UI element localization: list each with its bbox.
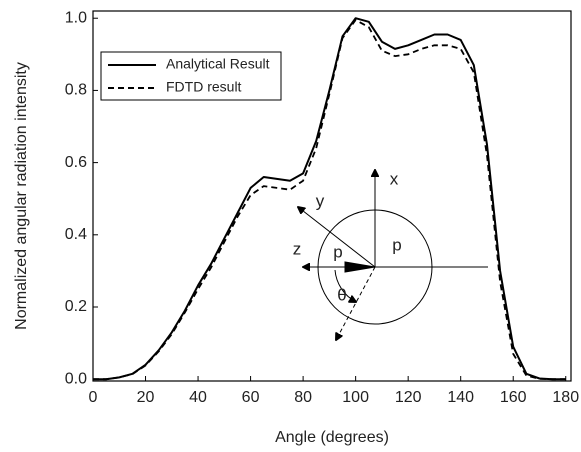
y-tick-label: 0.6 (65, 154, 87, 171)
y-tick-label: 0.8 (65, 82, 87, 99)
y-axis-arrow (298, 207, 376, 268)
y-tick-label: 0.0 (65, 370, 87, 387)
x-axis-label: Angle (degrees) (275, 429, 389, 446)
diagram-label: y (316, 191, 325, 210)
y-tick-label: 0.4 (65, 226, 87, 243)
y-tick-label: 0.2 (65, 298, 87, 315)
x-tick-label: 40 (189, 389, 207, 406)
x-tick-label: 120 (395, 389, 422, 406)
x-tick-label: 0 (89, 389, 98, 406)
inset-diagram (298, 170, 488, 340)
x-tick-label: 100 (342, 389, 369, 406)
series-line (93, 19, 566, 381)
series-line (93, 17, 566, 381)
y-axis-label: Normalized angular radiation intensity (13, 62, 30, 330)
diagram-label: p (333, 242, 342, 261)
diagram-label: z (293, 239, 302, 258)
diagram-label: p (392, 235, 401, 254)
x-tick-label: 180 (552, 389, 579, 406)
dipole-arrow (344, 261, 376, 273)
x-tick-label: 160 (500, 389, 527, 406)
plot-frame (92, 10, 572, 382)
diagram-label: x (390, 169, 399, 188)
x-tick-label: 20 (137, 389, 155, 406)
y-tick-label: 1.0 (65, 9, 87, 26)
x-tick-label: 80 (294, 389, 312, 406)
legend-box (100, 51, 282, 101)
x-tick-label: 60 (242, 389, 260, 406)
legend-label: FDTD result (166, 79, 242, 95)
diagram-label: θ (337, 285, 346, 304)
legend-label: Analytical Result (166, 56, 270, 72)
theta-arc (334, 269, 356, 302)
x-tick-label: 140 (447, 389, 474, 406)
